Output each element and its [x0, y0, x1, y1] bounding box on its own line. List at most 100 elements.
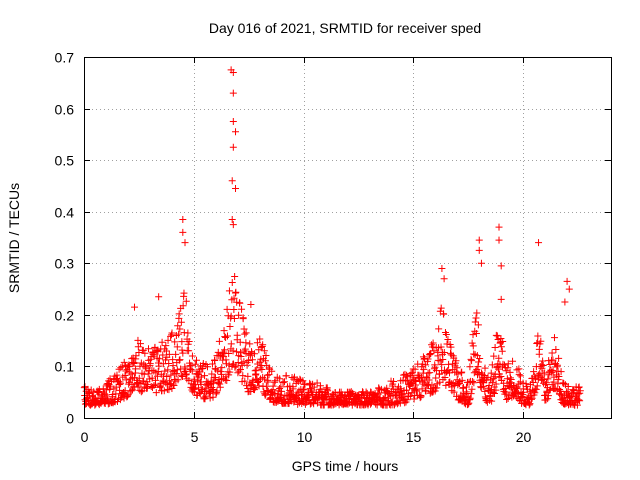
data-point [109, 391, 117, 399]
data-point [164, 366, 172, 374]
data-point [179, 215, 187, 223]
data-point [134, 383, 142, 391]
data-point [230, 306, 238, 314]
data-point [233, 348, 241, 356]
data-point [552, 360, 560, 368]
data-point [289, 385, 297, 393]
data-point [132, 365, 140, 373]
data-point [184, 329, 192, 337]
data-point [542, 396, 550, 404]
data-point [512, 385, 520, 393]
data-point [150, 381, 158, 389]
data-point [546, 386, 554, 394]
data-point [299, 377, 307, 385]
data-point [225, 287, 233, 295]
data-point [225, 349, 233, 357]
data-point [187, 362, 195, 370]
data-point [232, 362, 240, 370]
data-point [473, 309, 481, 317]
data-point [442, 381, 450, 389]
data-point [144, 381, 152, 389]
data-point [191, 385, 199, 393]
data-point [175, 330, 183, 338]
data-point [403, 396, 411, 404]
data-point [262, 352, 270, 360]
data-point [155, 362, 163, 370]
data-point [552, 346, 560, 354]
data-point [241, 345, 249, 353]
data-point [141, 349, 149, 357]
data-point [268, 367, 276, 375]
data-point [437, 304, 445, 312]
data-point [144, 370, 152, 378]
data-point [162, 379, 170, 387]
y-tick-label: 0.2 [55, 308, 75, 324]
data-point [557, 396, 565, 404]
data-point [471, 318, 479, 326]
data-point [223, 376, 231, 384]
data-point [556, 390, 564, 398]
data-point [248, 356, 256, 364]
data-point [475, 246, 483, 254]
data-point [229, 89, 237, 97]
data-point [209, 393, 217, 401]
data-point [114, 397, 122, 405]
data-point [261, 357, 269, 365]
data-point [162, 347, 170, 355]
data-point [561, 298, 569, 306]
data-point [429, 339, 437, 347]
data-point [175, 356, 183, 364]
data-point [548, 349, 556, 357]
data-point [173, 370, 181, 378]
data-point [159, 351, 167, 359]
data-point [162, 342, 170, 350]
data-point [560, 394, 568, 402]
data-point [158, 338, 166, 346]
data-point [156, 383, 164, 391]
data-point [466, 394, 474, 402]
data-point [258, 366, 266, 374]
data-point [294, 400, 302, 408]
data-point [151, 380, 159, 388]
data-point [563, 277, 571, 285]
data-point [181, 239, 189, 247]
data-point [443, 368, 451, 376]
data-point [481, 387, 489, 395]
x-tick-label: 15 [406, 429, 422, 445]
data-point [497, 343, 505, 351]
data-point [447, 343, 455, 351]
data-point [165, 386, 173, 394]
data-point [169, 362, 177, 370]
data-point [284, 391, 292, 399]
plot-frame [84, 57, 612, 419]
data-point [106, 375, 114, 383]
data-point [101, 390, 109, 398]
data-point [474, 321, 482, 329]
data-point [410, 395, 418, 403]
data-point [433, 384, 441, 392]
data-point [495, 354, 503, 362]
data-point [381, 394, 389, 402]
axis-ticks [84, 57, 611, 419]
data-point [279, 378, 287, 386]
data-point [383, 384, 391, 392]
data-point [481, 364, 489, 372]
data-point [139, 346, 147, 354]
data-point [208, 370, 216, 378]
data-point [178, 338, 186, 346]
data-point [555, 373, 563, 381]
data-point [544, 395, 552, 403]
data-point [232, 128, 240, 136]
data-point [494, 365, 502, 373]
data-point [116, 378, 124, 386]
data-point [120, 358, 128, 366]
data-point [477, 259, 485, 267]
data-point [504, 394, 512, 402]
grid [84, 57, 611, 418]
data-point [497, 262, 505, 270]
data-point [564, 382, 572, 390]
data-point [261, 391, 269, 399]
data-point [179, 228, 187, 236]
data-point [513, 384, 521, 392]
data-point [458, 376, 466, 384]
